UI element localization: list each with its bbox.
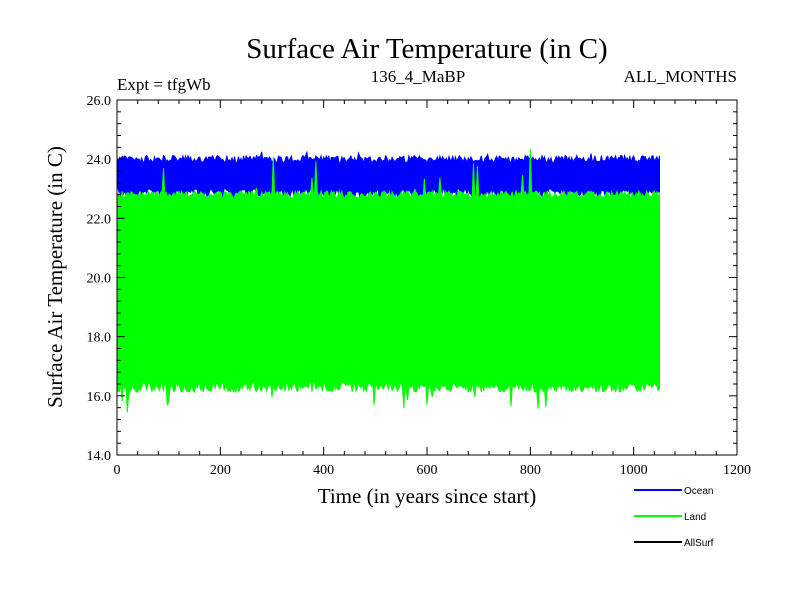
- x-tick-label: 1200: [723, 463, 751, 478]
- y-tick-label: 14.0: [87, 449, 112, 464]
- subtitle-right: ALL_MONTHS: [624, 67, 737, 86]
- chart-title: Surface Air Temperature (in C): [246, 33, 607, 65]
- y-tick-label: 22.0: [87, 212, 112, 227]
- x-tick-label: 0: [114, 463, 121, 478]
- legend-label-ocean: Ocean: [684, 486, 713, 497]
- legend-label-allsurf: AllSurf: [684, 538, 714, 549]
- y-tick-label: 20.0: [87, 272, 112, 287]
- y-tick-label: 18.0: [87, 331, 112, 346]
- series-land-band: [116, 149, 660, 413]
- y-tick-label: 16.0: [87, 390, 112, 405]
- x-axis-label: Time (in years since start): [318, 484, 537, 508]
- x-tick-label: 600: [417, 463, 438, 478]
- x-tick-label: 1000: [620, 463, 648, 478]
- y-axis-label: Surface Air Temperature (in C): [43, 146, 67, 408]
- y-tick-label: 24.0: [87, 153, 112, 168]
- ticks-layer: 0 200 400 600 800 1000 1200 14.0 16.0 18.0 20.0 22.…: [87, 94, 752, 478]
- legend: Ocean Land AllSurf: [634, 486, 714, 549]
- x-tick-label: 800: [520, 463, 541, 478]
- y-tick-label: 26.0: [87, 94, 112, 109]
- legend-label-land: Land: [684, 512, 706, 523]
- x-tick-label: 200: [210, 463, 231, 478]
- data-layer: [116, 149, 660, 413]
- x-tick-label: 400: [313, 463, 334, 478]
- subtitle-left: Expt = tfgWb: [117, 75, 211, 94]
- subtitle-center: 136_4_MaBP: [371, 67, 465, 86]
